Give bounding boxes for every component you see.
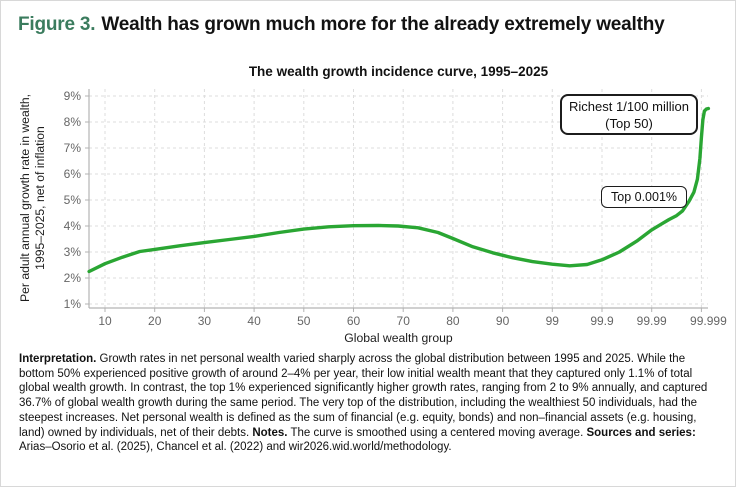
sources-text: Arias–Osorio et al. (2025), Chancel et a… xyxy=(19,441,452,454)
y-tick-label: 3% xyxy=(64,245,82,259)
y-tick-label: 7% xyxy=(64,141,82,155)
x-tick-label: 80 xyxy=(446,314,460,328)
y-tick-label: 8% xyxy=(64,115,82,129)
figure-header: Figure 3. Wealth has grown much more for … xyxy=(18,14,724,36)
x-tick-label: 99.999 xyxy=(690,314,727,328)
interpretation-text: Growth rates in net personal wealth vari… xyxy=(19,353,708,439)
annotation-top-0001-percent: Top 0.001% xyxy=(601,186,688,208)
x-tick-label: 30 xyxy=(198,314,212,328)
figure-title: Wealth has grown much more for the alrea… xyxy=(101,14,665,35)
y-tick-label: 9% xyxy=(64,89,82,103)
figure-caption: Interpretation. Growth rates in net pers… xyxy=(19,352,722,455)
y-tick-label: 6% xyxy=(64,167,82,181)
y-tick-label: 5% xyxy=(64,193,82,207)
notes-label: Notes. xyxy=(252,426,288,439)
notes-text: The curve is smoothed using a centered m… xyxy=(290,426,584,439)
annotation-richest-top50: Richest 1/100 million (Top 50) xyxy=(560,94,698,135)
x-tick-label: 70 xyxy=(397,314,411,328)
x-tick-label: 99 xyxy=(546,314,560,328)
y-axis-title-line1: Per adult annual growth rate in wealth, xyxy=(18,94,32,302)
annotation-richest-line1: Richest 1/100 million xyxy=(569,99,689,114)
annotation-top-0001-label: Top 0.001% xyxy=(611,190,678,204)
y-axis-title-line2: 1995–2025, net of inflation xyxy=(33,126,47,270)
x-tick-label: 20 xyxy=(148,314,162,328)
y-tick-label: 1% xyxy=(64,297,82,311)
interpretation-label: Interpretation. xyxy=(19,353,97,365)
wealth-growth-curve xyxy=(87,106,711,274)
x-axis-title: Global wealth group xyxy=(344,331,453,345)
x-tick-label: 40 xyxy=(247,314,261,328)
x-tick-label: 90 xyxy=(496,314,510,328)
annotation-richest-line2: (Top 50) xyxy=(605,116,653,131)
y-tick-label: 2% xyxy=(64,271,82,285)
x-tick-label: 99.99 xyxy=(637,314,667,328)
figure-number-label: Figure 3. xyxy=(18,14,96,35)
x-tick-label: 99.9 xyxy=(590,314,614,328)
wealth-growth-incidence-line-chart: 1% 2% 3% 4% 5% 6% 7% 8% 9% 10 20 30 40 50 60 70 80 90 99 99… xyxy=(18,89,727,345)
x-tick-label: 50 xyxy=(297,314,311,328)
y-tick-label: 4% xyxy=(64,219,82,233)
sources-label: Sources and series: xyxy=(586,426,696,439)
x-tick-label: 10 xyxy=(98,314,112,328)
chart-title: The wealth growth incidence curve, 1995–… xyxy=(248,64,549,79)
x-tick-label: 60 xyxy=(347,314,361,328)
